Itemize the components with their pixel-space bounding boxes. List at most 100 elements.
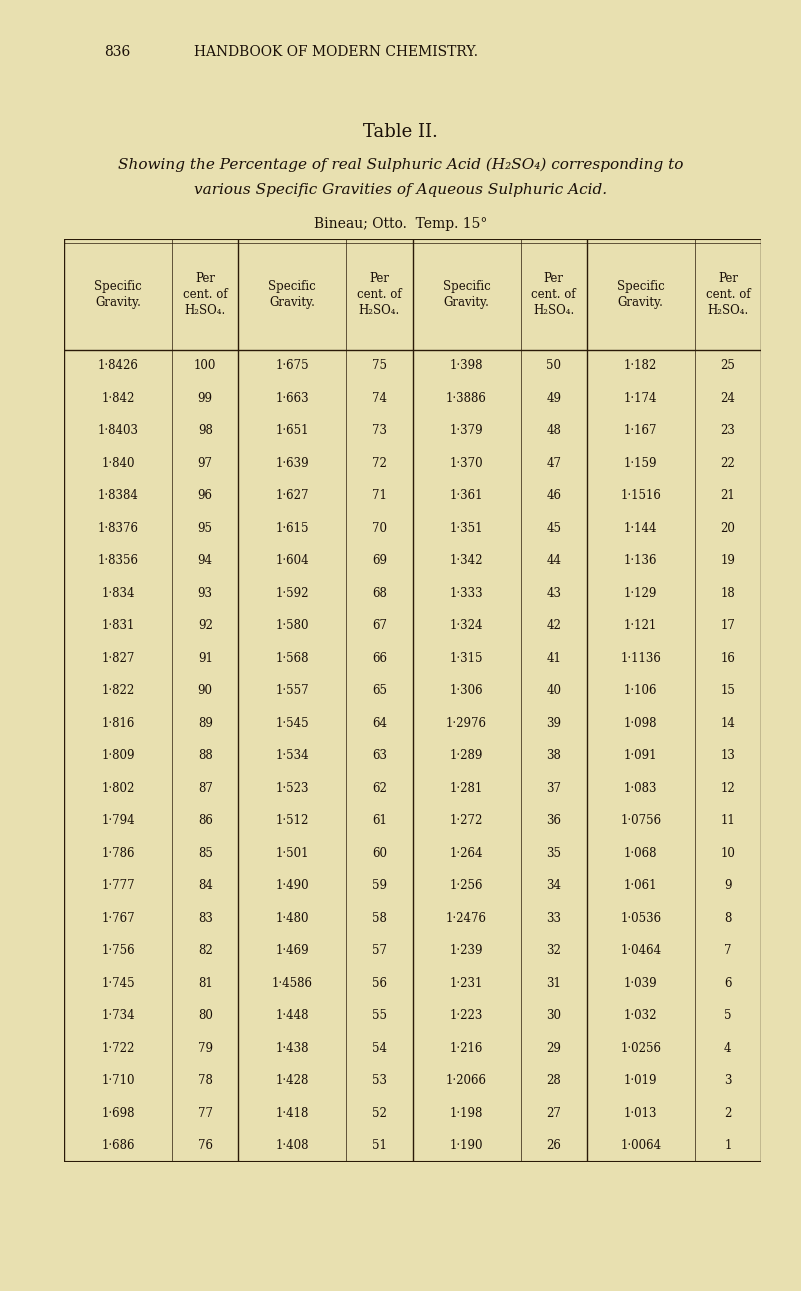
Text: HANDBOOK OF MODERN CHEMISTRY.: HANDBOOK OF MODERN CHEMISTRY. xyxy=(195,45,478,59)
Text: 1·651: 1·651 xyxy=(276,425,309,438)
Text: 1·190: 1·190 xyxy=(450,1139,483,1152)
Text: 836: 836 xyxy=(104,45,131,59)
Text: 1·842: 1·842 xyxy=(102,392,135,405)
Text: 13: 13 xyxy=(720,749,735,762)
Text: 81: 81 xyxy=(198,977,212,990)
Text: Specific
Gravity.: Specific Gravity. xyxy=(95,280,142,309)
Text: 37: 37 xyxy=(546,782,562,795)
Text: 1·745: 1·745 xyxy=(101,977,135,990)
Text: 59: 59 xyxy=(372,879,387,892)
Text: 4: 4 xyxy=(724,1042,731,1055)
Text: 98: 98 xyxy=(198,425,212,438)
Text: 20: 20 xyxy=(720,522,735,534)
Text: 5: 5 xyxy=(724,1010,731,1022)
Text: 1·663: 1·663 xyxy=(276,392,309,405)
Text: 1·198: 1·198 xyxy=(450,1106,483,1119)
Text: 100: 100 xyxy=(194,359,216,372)
Text: 1·013: 1·013 xyxy=(624,1106,658,1119)
Text: 1·333: 1·333 xyxy=(449,587,483,600)
Text: 78: 78 xyxy=(198,1074,212,1087)
Text: 1·580: 1·580 xyxy=(276,620,309,633)
Text: 1·786: 1·786 xyxy=(102,847,135,860)
Text: 72: 72 xyxy=(372,457,387,470)
Text: 1·106: 1·106 xyxy=(624,684,658,697)
Text: 1·710: 1·710 xyxy=(102,1074,135,1087)
Text: 1·1136: 1·1136 xyxy=(620,652,661,665)
Text: 15: 15 xyxy=(720,684,735,697)
Text: 1·223: 1·223 xyxy=(450,1010,483,1022)
Text: 26: 26 xyxy=(546,1139,561,1152)
Text: 89: 89 xyxy=(198,717,212,729)
Text: 1·281: 1·281 xyxy=(450,782,483,795)
Text: Showing the Percentage of real Sulphuric Acid (H₂SO₄) corresponding to: Showing the Percentage of real Sulphuric… xyxy=(118,158,683,172)
Text: 1·8384: 1·8384 xyxy=(98,489,139,502)
Text: 1·809: 1·809 xyxy=(102,749,135,762)
Text: 94: 94 xyxy=(198,554,213,567)
Text: various Specific Gravities of Aqueous Sulphuric Acid.: various Specific Gravities of Aqueous Su… xyxy=(194,183,607,198)
Text: 29: 29 xyxy=(546,1042,561,1055)
Text: 76: 76 xyxy=(198,1139,213,1152)
Text: 1·0064: 1·0064 xyxy=(620,1139,662,1152)
Text: 53: 53 xyxy=(372,1074,387,1087)
Text: 1·019: 1·019 xyxy=(624,1074,658,1087)
Text: 9: 9 xyxy=(724,879,731,892)
Text: 1·061: 1·061 xyxy=(624,879,658,892)
Text: 1·4586: 1·4586 xyxy=(272,977,313,990)
Text: 1·0464: 1·0464 xyxy=(620,944,662,957)
Text: 39: 39 xyxy=(546,717,562,729)
Text: 1·315: 1·315 xyxy=(450,652,483,665)
Text: 1·822: 1·822 xyxy=(102,684,135,697)
Text: Per
cent. of
H₂SO₄.: Per cent. of H₂SO₄. xyxy=(531,271,576,316)
Text: 1·639: 1·639 xyxy=(276,457,309,470)
Text: 17: 17 xyxy=(720,620,735,633)
Text: 1·604: 1·604 xyxy=(276,554,309,567)
Text: 1·324: 1·324 xyxy=(450,620,483,633)
Text: 12: 12 xyxy=(720,782,735,795)
Text: 1·370: 1·370 xyxy=(449,457,483,470)
Text: 74: 74 xyxy=(372,392,387,405)
Text: 57: 57 xyxy=(372,944,387,957)
Text: 18: 18 xyxy=(720,587,735,600)
Text: 86: 86 xyxy=(198,815,212,828)
Text: 69: 69 xyxy=(372,554,387,567)
Text: 1·469: 1·469 xyxy=(276,944,309,957)
Text: 1·8376: 1·8376 xyxy=(98,522,139,534)
Text: 1·342: 1·342 xyxy=(450,554,483,567)
Text: 1·592: 1·592 xyxy=(276,587,309,600)
Text: 58: 58 xyxy=(372,911,387,924)
Text: 2: 2 xyxy=(724,1106,731,1119)
Text: 80: 80 xyxy=(198,1010,212,1022)
Text: 3: 3 xyxy=(724,1074,731,1087)
Text: 1·523: 1·523 xyxy=(276,782,309,795)
Text: 1·098: 1·098 xyxy=(624,717,658,729)
Text: 1·306: 1·306 xyxy=(449,684,483,697)
Text: 1·722: 1·722 xyxy=(102,1042,135,1055)
Text: 21: 21 xyxy=(720,489,735,502)
Text: 95: 95 xyxy=(198,522,213,534)
Text: 68: 68 xyxy=(372,587,387,600)
Text: 1·231: 1·231 xyxy=(450,977,483,990)
Text: 1·2476: 1·2476 xyxy=(446,911,487,924)
Text: 1·3886: 1·3886 xyxy=(446,392,487,405)
Text: 55: 55 xyxy=(372,1010,387,1022)
Text: Per
cent. of
H₂SO₄.: Per cent. of H₂SO₄. xyxy=(183,271,227,316)
Text: 1·8403: 1·8403 xyxy=(98,425,139,438)
Text: 1·129: 1·129 xyxy=(624,587,658,600)
Text: 1·512: 1·512 xyxy=(276,815,309,828)
Text: 1·534: 1·534 xyxy=(276,749,309,762)
Text: 44: 44 xyxy=(546,554,562,567)
Text: 11: 11 xyxy=(720,815,735,828)
Text: 16: 16 xyxy=(720,652,735,665)
Text: 60: 60 xyxy=(372,847,387,860)
Text: 1·272: 1·272 xyxy=(450,815,483,828)
Text: 14: 14 xyxy=(720,717,735,729)
Text: 1·767: 1·767 xyxy=(101,911,135,924)
Text: 1·121: 1·121 xyxy=(624,620,658,633)
Text: 47: 47 xyxy=(546,457,562,470)
Text: 1·777: 1·777 xyxy=(101,879,135,892)
Text: 96: 96 xyxy=(198,489,213,502)
Text: 1·794: 1·794 xyxy=(101,815,135,828)
Text: 1·831: 1·831 xyxy=(102,620,135,633)
Text: 1·2066: 1·2066 xyxy=(446,1074,487,1087)
Text: 63: 63 xyxy=(372,749,387,762)
